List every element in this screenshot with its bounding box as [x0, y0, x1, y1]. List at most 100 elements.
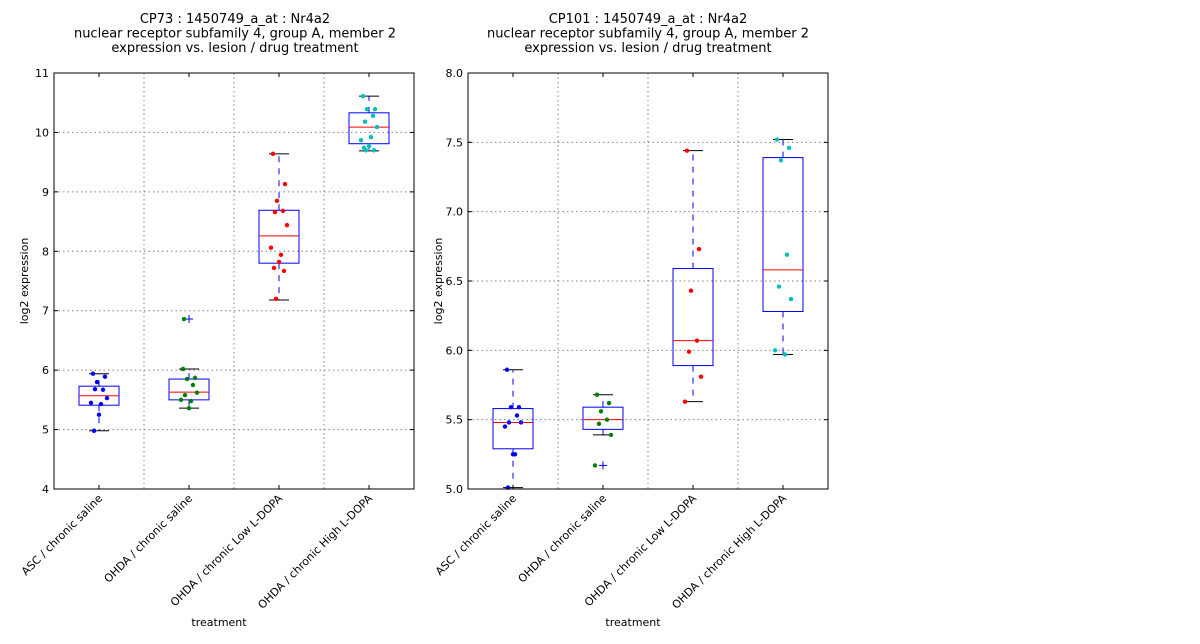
data-point	[274, 198, 280, 203]
y-tick-label: 8.0	[446, 67, 464, 80]
y-tick-label: 11	[35, 67, 49, 80]
box-2	[168, 315, 210, 411]
box-3	[258, 151, 300, 302]
data-point	[194, 390, 200, 395]
data-point	[272, 209, 278, 215]
data-point	[518, 420, 524, 425]
x-tick-label: ASC / chronic saline	[19, 492, 105, 578]
data-point	[178, 397, 184, 403]
data-point	[682, 399, 688, 404]
box-4	[348, 93, 390, 153]
x-tick-label: OHDA / chronic saline	[102, 492, 196, 586]
data-point	[508, 404, 514, 410]
plot-frame	[467, 72, 829, 490]
chart-title-line: expression vs. lesion / drug treatment	[111, 41, 358, 56]
data-point	[772, 348, 778, 353]
data-point	[368, 134, 374, 140]
data-point	[100, 387, 106, 392]
data-point	[88, 400, 94, 406]
data-point	[182, 392, 188, 398]
data-point	[510, 452, 516, 457]
box-1	[492, 367, 534, 490]
chart-title-line: nuclear receptor subfamily 4, group A, m…	[487, 27, 809, 42]
y-tick-label: 5.5	[446, 414, 464, 427]
y-tick-label: 7	[42, 305, 49, 318]
data-point	[684, 148, 690, 153]
y-tick-label: 7.5	[446, 136, 464, 149]
data-point	[596, 421, 602, 427]
y-tick-label: 6	[42, 364, 49, 377]
data-point	[786, 145, 792, 151]
data-point	[190, 382, 196, 388]
x-tick-label: ASC / chronic saline	[433, 492, 519, 578]
chart-title-line: nuclear receptor subfamily 4, group A, m…	[74, 27, 396, 42]
y-tick-label: 6.5	[446, 275, 464, 288]
data-point	[276, 259, 282, 265]
data-point	[278, 252, 284, 258]
data-point	[184, 376, 190, 382]
data-point	[504, 367, 510, 372]
data-point	[688, 288, 694, 293]
box-iqr	[168, 378, 210, 401]
data-point	[362, 119, 368, 124]
data-point	[358, 137, 364, 143]
data-point	[281, 268, 287, 274]
data-point	[282, 181, 288, 187]
box-1	[78, 371, 120, 433]
data-point	[788, 296, 794, 302]
data-point	[98, 401, 104, 407]
data-point	[506, 420, 512, 425]
data-point	[188, 398, 194, 404]
data-point	[180, 366, 186, 372]
data-point	[594, 392, 600, 397]
data-point	[606, 400, 612, 406]
box-4	[762, 137, 804, 357]
data-point	[686, 349, 692, 354]
data-point	[360, 93, 366, 99]
y-axis-label: log2 expression	[18, 238, 31, 325]
chart-title-line: expression vs. lesion / drug treatment	[524, 41, 771, 56]
data-point	[516, 404, 522, 410]
data-point	[372, 107, 378, 112]
chart-title-line: CP101 : 1450749_a_at : Nr4a2	[549, 12, 748, 27]
x-axis-label: treatment	[191, 616, 247, 629]
y-tick-label: 5	[42, 424, 49, 437]
data-point	[90, 371, 96, 376]
chart-title-line: CP73 : 1450749_a_at : Nr4a2	[140, 12, 330, 27]
box-iqr	[762, 157, 804, 313]
data-point	[192, 375, 198, 381]
y-tick-label: 7.0	[446, 206, 464, 219]
box-3	[672, 148, 714, 404]
data-point	[774, 137, 780, 142]
data-point	[94, 379, 100, 385]
plot-frame	[53, 72, 415, 490]
data-point	[270, 151, 276, 157]
y-axis-label: log2 expression	[432, 238, 445, 325]
data-point	[782, 352, 788, 357]
data-point	[104, 395, 110, 401]
data-point	[698, 374, 704, 379]
data-point	[186, 405, 192, 411]
box-iqr	[492, 408, 534, 450]
data-point	[778, 158, 784, 163]
data-point	[374, 124, 380, 130]
data-point	[502, 424, 508, 429]
data-point	[102, 374, 108, 379]
data-point	[91, 428, 97, 433]
data-point	[371, 148, 377, 153]
data-point	[92, 386, 98, 392]
y-tick-label: 6.0	[446, 344, 464, 357]
x-axis-label: treatment	[605, 616, 661, 629]
data-point	[604, 417, 610, 422]
box-2	[582, 392, 624, 470]
data-point	[784, 252, 790, 257]
y-tick-label: 5.0	[446, 483, 464, 496]
data-point	[96, 412, 102, 417]
data-point	[366, 143, 372, 149]
data-point	[181, 316, 187, 322]
data-point	[608, 432, 614, 438]
data-point	[363, 148, 369, 153]
x-tick-label: OHDA / chronic saline	[516, 492, 610, 586]
data-point	[284, 222, 290, 228]
